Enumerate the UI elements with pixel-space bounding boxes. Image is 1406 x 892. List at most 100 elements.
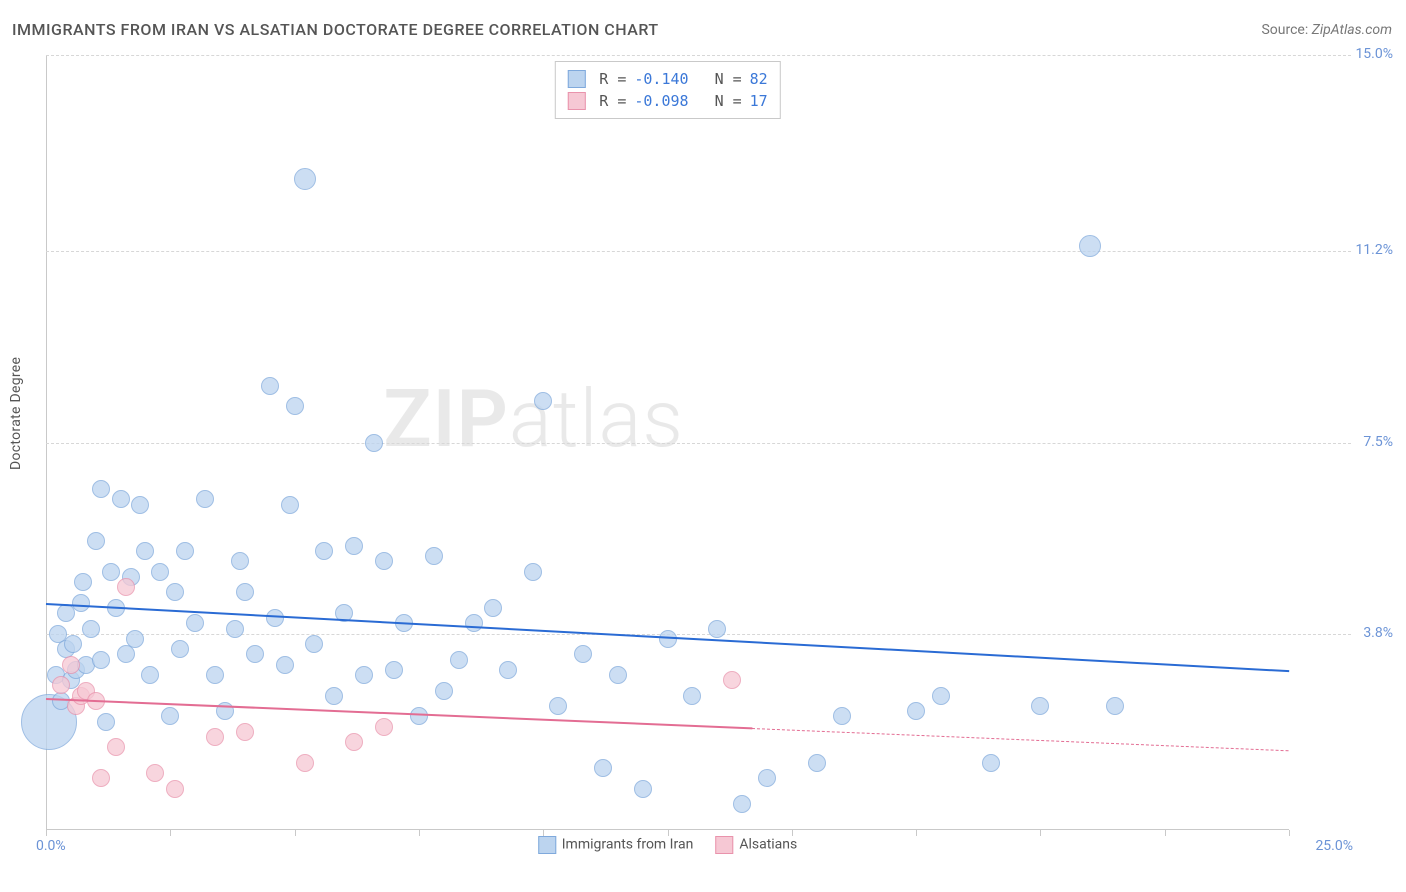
data-point-iran[interactable] (549, 697, 567, 715)
x-tick-mark (1289, 830, 1290, 836)
data-point-iran[interactable] (231, 552, 249, 570)
y-tick-label: 7.5% (1333, 434, 1393, 450)
data-point-iran[interactable] (266, 609, 284, 627)
chart-title: IMMIGRANTS FROM IRAN VS ALSATIAN DOCTORA… (12, 20, 659, 39)
data-point-iran[interactable] (82, 620, 100, 638)
data-point-iran[interactable] (1079, 235, 1101, 257)
data-point-iran[interactable] (465, 614, 483, 632)
data-point-iran[interactable] (484, 599, 502, 617)
stat-row-iran: R = -0.140 N = 82 (567, 68, 767, 90)
data-point-alsatians[interactable] (107, 738, 125, 756)
data-point-iran[interactable] (64, 635, 82, 653)
data-point-iran[interactable] (102, 563, 120, 581)
data-point-iran[interactable] (186, 614, 204, 632)
data-point-alsatians[interactable] (117, 578, 135, 596)
data-point-iran[interactable] (87, 532, 105, 550)
y-tick-label: 3.8% (1333, 625, 1393, 641)
data-point-iran[interactable] (634, 780, 652, 798)
data-point-iran[interactable] (435, 682, 453, 700)
data-point-alsatians[interactable] (296, 754, 314, 772)
data-point-iran[interactable] (305, 635, 323, 653)
gridline (46, 443, 1351, 444)
data-point-iran[interactable] (281, 496, 299, 514)
data-point-iran[interactable] (117, 645, 135, 663)
data-point-iran[interactable] (425, 547, 443, 565)
data-point-alsatians[interactable] (206, 728, 224, 746)
data-point-iran[interactable] (833, 707, 851, 725)
data-point-iran[interactable] (276, 656, 294, 674)
data-point-iran[interactable] (166, 583, 184, 601)
data-point-iran[interactable] (733, 795, 751, 813)
data-point-iran[interactable] (1031, 697, 1049, 715)
watermark-bold: ZIP (383, 372, 509, 466)
data-point-iran[interactable] (808, 754, 826, 772)
data-point-iran[interactable] (141, 666, 159, 684)
data-point-iran[interactable] (226, 620, 244, 638)
x-tick-mark (419, 830, 420, 836)
scatter-chart: ZIPatlas R = -0.140 N = 82 R = -0.098 N … (46, 55, 1289, 830)
data-point-iran[interactable] (126, 630, 144, 648)
swatch-alsatians-icon (567, 92, 585, 110)
data-point-iran[interactable] (206, 666, 224, 684)
data-point-iran[interactable] (365, 434, 383, 452)
data-point-iran[interactable] (131, 496, 149, 514)
data-point-alsatians[interactable] (723, 671, 741, 689)
data-point-iran[interactable] (932, 687, 950, 705)
data-point-iran[interactable] (171, 640, 189, 658)
data-point-iran[interactable] (574, 645, 592, 663)
data-point-iran[interactable] (136, 542, 154, 560)
data-point-iran[interactable] (112, 490, 130, 508)
data-point-iran[interactable] (982, 754, 1000, 772)
data-point-iran[interactable] (594, 759, 612, 777)
data-point-iran[interactable] (294, 168, 316, 190)
data-point-iran[interactable] (683, 687, 701, 705)
data-point-iran[interactable] (151, 563, 169, 581)
data-point-alsatians[interactable] (166, 780, 184, 798)
data-point-iran[interactable] (286, 397, 304, 415)
data-point-iran[interactable] (907, 702, 925, 720)
data-point-iran[interactable] (236, 583, 254, 601)
data-point-iran[interactable] (74, 573, 92, 591)
data-point-iran[interactable] (92, 651, 110, 669)
legend: Immigrants from Iran Alsatians (538, 836, 798, 854)
data-point-iran[interactable] (315, 542, 333, 560)
data-point-iran[interactable] (1106, 697, 1124, 715)
data-point-iran[interactable] (708, 620, 726, 638)
data-point-iran[interactable] (375, 552, 393, 570)
data-point-iran[interactable] (410, 707, 428, 725)
data-point-iran[interactable] (325, 687, 343, 705)
data-point-alsatians[interactable] (375, 718, 393, 736)
data-point-iran[interactable] (196, 490, 214, 508)
data-point-iran[interactable] (246, 645, 264, 663)
swatch-iran-icon (538, 836, 556, 854)
data-point-iran[interactable] (261, 377, 279, 395)
data-point-iran[interactable] (355, 666, 373, 684)
x-tick-mark (543, 830, 544, 836)
data-point-iran[interactable] (609, 666, 627, 684)
data-point-iran[interactable] (345, 537, 363, 555)
swatch-iran-icon (567, 70, 585, 88)
data-point-alsatians[interactable] (92, 769, 110, 787)
data-point-iran[interactable] (97, 713, 115, 731)
data-point-iran[interactable] (534, 392, 552, 410)
stat-n-value-alsatians: 17 (750, 90, 768, 112)
data-point-iran[interactable] (385, 661, 403, 679)
stat-r-value-iran: -0.140 (634, 68, 688, 90)
data-point-alsatians[interactable] (236, 723, 254, 741)
data-point-iran[interactable] (161, 707, 179, 725)
data-point-alsatians[interactable] (345, 733, 363, 751)
data-point-alsatians[interactable] (52, 676, 70, 694)
data-point-alsatians[interactable] (62, 656, 80, 674)
data-point-iran[interactable] (176, 542, 194, 560)
data-point-iran[interactable] (450, 651, 468, 669)
stat-r-value-alsatians: -0.098 (634, 90, 688, 112)
y-axis-label: Doctorate Degree (8, 357, 24, 470)
x-axis-min-label: 0.0% (36, 838, 66, 854)
data-point-iran[interactable] (92, 480, 110, 498)
data-point-iran[interactable] (499, 661, 517, 679)
data-point-alsatians[interactable] (146, 764, 164, 782)
x-tick-mark (1165, 830, 1166, 836)
data-point-iran[interactable] (72, 594, 90, 612)
data-point-iran[interactable] (524, 563, 542, 581)
data-point-iran[interactable] (758, 769, 776, 787)
